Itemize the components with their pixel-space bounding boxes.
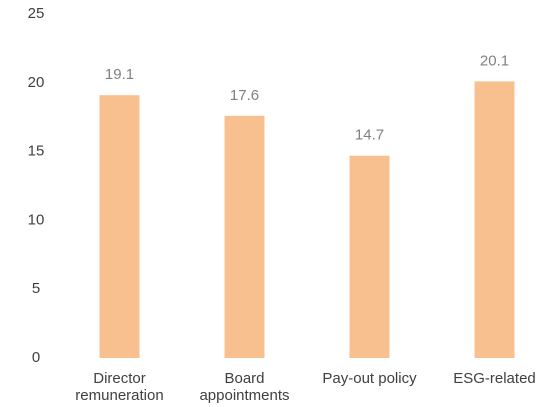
y-tick-label: 0 <box>32 349 40 366</box>
bar <box>99 95 140 359</box>
y-tick-label: 5 <box>32 280 40 297</box>
y-tick-label: 25 <box>28 5 45 22</box>
bar <box>474 81 515 358</box>
value-label: 19.1 <box>105 66 134 83</box>
x-tick-label: ESG-related <box>453 370 536 387</box>
value-label: 14.7 <box>355 127 384 144</box>
y-tick-label: 10 <box>28 211 45 228</box>
y-tick-label: 20 <box>28 74 45 91</box>
bar <box>349 155 390 358</box>
value-label: 20.1 <box>480 52 509 69</box>
x-tick-label: Director remuneration <box>75 370 164 404</box>
x-tick-label: Pay-out policy <box>322 370 417 387</box>
x-tick-label: Board appointments <box>199 370 290 404</box>
y-tick-label: 15 <box>28 143 45 160</box>
bar <box>224 115 265 358</box>
value-label: 17.6 <box>230 87 259 104</box>
